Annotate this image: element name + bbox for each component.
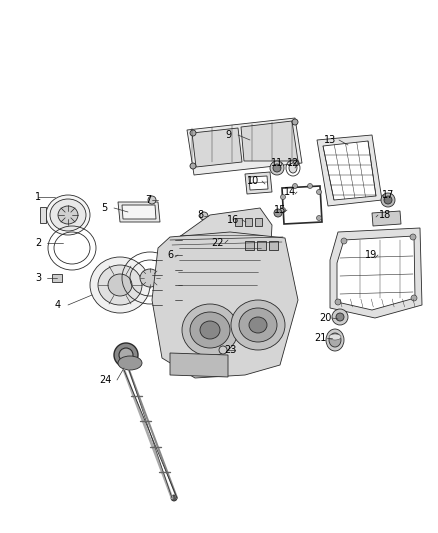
Circle shape — [384, 196, 392, 204]
Text: 9: 9 — [225, 130, 231, 140]
Polygon shape — [317, 135, 382, 206]
Circle shape — [336, 313, 344, 321]
Text: 11: 11 — [271, 158, 283, 168]
Ellipse shape — [98, 265, 142, 305]
Polygon shape — [249, 176, 268, 190]
Text: 1: 1 — [35, 192, 41, 202]
Text: 21: 21 — [314, 333, 326, 343]
Text: 12: 12 — [287, 158, 299, 168]
Polygon shape — [245, 218, 252, 226]
Circle shape — [317, 215, 321, 221]
Text: 8: 8 — [197, 210, 203, 220]
Ellipse shape — [289, 163, 297, 173]
Circle shape — [410, 234, 416, 240]
Circle shape — [293, 183, 297, 189]
Circle shape — [190, 163, 196, 169]
Circle shape — [292, 119, 298, 125]
Text: 17: 17 — [382, 190, 394, 200]
Circle shape — [274, 209, 282, 217]
Ellipse shape — [50, 199, 86, 231]
Text: 6: 6 — [167, 250, 173, 260]
Circle shape — [170, 250, 180, 260]
Circle shape — [119, 348, 133, 362]
Polygon shape — [122, 205, 156, 219]
Polygon shape — [255, 218, 262, 226]
Circle shape — [190, 130, 196, 136]
Text: 2: 2 — [35, 238, 41, 248]
Polygon shape — [40, 207, 46, 223]
Ellipse shape — [326, 329, 344, 351]
Polygon shape — [52, 274, 62, 282]
Polygon shape — [245, 172, 272, 194]
Circle shape — [148, 196, 156, 204]
Text: 5: 5 — [101, 203, 107, 213]
Text: 22: 22 — [212, 238, 224, 248]
Circle shape — [381, 193, 395, 207]
Polygon shape — [192, 128, 242, 167]
Circle shape — [280, 207, 286, 213]
Ellipse shape — [190, 312, 230, 348]
Circle shape — [270, 161, 284, 175]
Ellipse shape — [90, 257, 150, 313]
Text: 19: 19 — [365, 250, 377, 260]
Circle shape — [341, 238, 347, 244]
Polygon shape — [241, 121, 298, 161]
Polygon shape — [330, 228, 422, 318]
Polygon shape — [269, 241, 278, 250]
Text: 20: 20 — [319, 313, 331, 323]
Ellipse shape — [239, 308, 277, 342]
Ellipse shape — [140, 269, 160, 287]
Circle shape — [200, 212, 208, 220]
Text: 10: 10 — [247, 176, 259, 186]
Circle shape — [293, 160, 299, 166]
Ellipse shape — [200, 321, 220, 339]
Polygon shape — [337, 236, 415, 310]
Circle shape — [280, 195, 286, 199]
Circle shape — [411, 295, 417, 301]
Polygon shape — [175, 208, 272, 330]
Ellipse shape — [58, 206, 78, 224]
Text: 14: 14 — [284, 187, 296, 197]
Circle shape — [307, 183, 312, 189]
Ellipse shape — [46, 195, 90, 235]
Circle shape — [171, 495, 177, 501]
Circle shape — [332, 309, 348, 325]
Circle shape — [273, 164, 281, 172]
Circle shape — [317, 190, 321, 195]
Polygon shape — [323, 141, 376, 200]
Polygon shape — [245, 241, 254, 250]
Ellipse shape — [182, 304, 238, 356]
Polygon shape — [235, 218, 242, 226]
Polygon shape — [257, 241, 266, 250]
Text: 18: 18 — [379, 210, 391, 220]
Text: 16: 16 — [227, 215, 239, 225]
Polygon shape — [187, 118, 302, 175]
Text: 24: 24 — [99, 375, 111, 385]
Ellipse shape — [231, 300, 285, 350]
Ellipse shape — [249, 317, 267, 333]
Polygon shape — [118, 202, 160, 222]
Polygon shape — [152, 232, 298, 378]
Ellipse shape — [329, 334, 341, 340]
Text: 7: 7 — [145, 195, 151, 205]
Ellipse shape — [118, 356, 142, 370]
Circle shape — [114, 343, 138, 367]
Text: 13: 13 — [324, 135, 336, 145]
Polygon shape — [170, 353, 228, 377]
Ellipse shape — [108, 274, 132, 296]
Text: 4: 4 — [55, 300, 61, 310]
Text: 15: 15 — [274, 205, 286, 215]
Text: 3: 3 — [35, 273, 41, 283]
Circle shape — [335, 299, 341, 305]
Polygon shape — [372, 211, 401, 226]
Ellipse shape — [329, 333, 341, 347]
Circle shape — [219, 346, 227, 354]
Text: 23: 23 — [224, 345, 236, 355]
